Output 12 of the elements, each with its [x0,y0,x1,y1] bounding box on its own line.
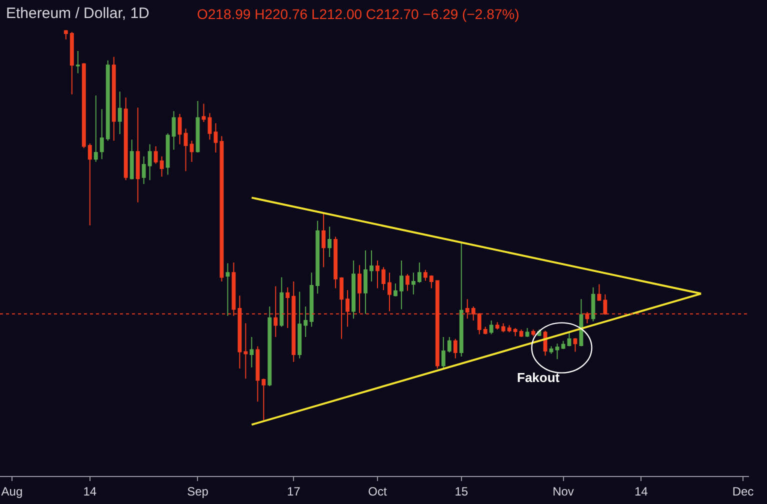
x-tick-label: 15 [454,484,468,498]
x-tick-label: Dec [732,484,754,498]
chart-subtitle: O218.99 H220.76 L212.00 C212.70 −6.29 (−2.87%) [197,6,520,22]
chart-title: Ethereum / Dollar, 1D [6,5,150,22]
x-tick-label: Sep [187,484,209,498]
annotation: Fakout [517,370,560,385]
x-tick-label: Oct [368,484,388,498]
x-tick-label: Nov [552,484,574,498]
x-tick-label: Aug [1,484,23,498]
x-tick-label: 14 [83,484,97,498]
x-tick-label: 17 [286,484,301,498]
x-tick-label: 14 [634,484,648,498]
